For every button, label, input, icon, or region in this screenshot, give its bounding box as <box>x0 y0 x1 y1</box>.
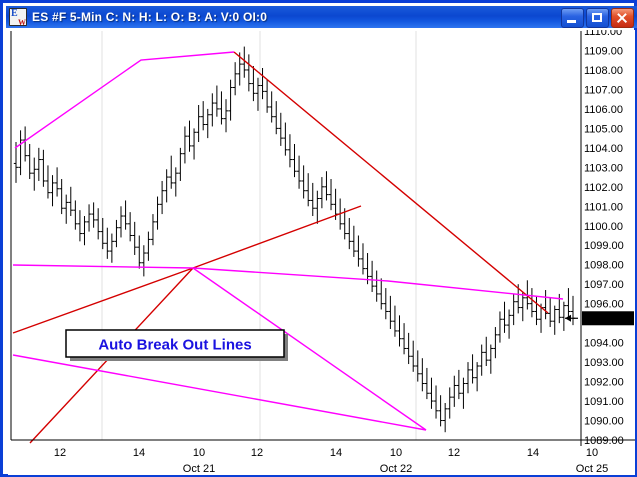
trend-line-magenta-descending-to-low[interactable] <box>192 267 427 431</box>
price-tick-label: 1103.00 <box>584 162 623 174</box>
minimize-button[interactable] <box>561 8 584 28</box>
window-controls <box>561 8 634 28</box>
trend-line-magenta-lower-descending[interactable] <box>12 354 427 431</box>
title-bar[interactable]: ES #F 5-Min C: N: H: L: O: B: A: V:0 OI:… <box>6 6 637 28</box>
price-tick-label: 1091.00 <box>584 396 624 408</box>
trend-line-upper-magenta-rising[interactable] <box>14 51 235 149</box>
price-tick-label: 1100.00 <box>584 221 623 233</box>
time-tick-label: 10 <box>390 447 402 459</box>
chart-background <box>8 30 635 475</box>
price-tick-label: 1093.00 <box>584 357 624 369</box>
price-tick-label: 1089.00 <box>584 435 624 447</box>
time-tick-label: 12 <box>251 447 263 459</box>
time-tick-label: 14 <box>330 447 342 459</box>
trend-line-magenta-near-horizontal[interactable] <box>12 264 564 300</box>
plot-frame <box>10 31 635 446</box>
chart-document-icon <box>9 8 27 27</box>
maximize-button[interactable] <box>586 8 609 28</box>
price-tick-label: 1107.00 <box>584 84 623 96</box>
price-tick-label: 1094.00 <box>584 338 624 350</box>
time-tick-label: 12 <box>448 447 460 459</box>
current-price-label: 1095.25 <box>584 313 624 325</box>
price-tick-label: 1106.00 <box>584 104 623 116</box>
callout-label: Auto Break Out Lines <box>98 337 251 354</box>
date-label: Oct 25 <box>576 463 608 475</box>
price-tick-label: 1090.00 <box>584 416 624 428</box>
time-tick-label: 10 <box>193 447 205 459</box>
time-tick-label: 14 <box>527 447 539 459</box>
price-tick-label: 1109.00 <box>584 45 623 57</box>
price-tick-label: 1092.00 <box>584 377 624 389</box>
close-button[interactable] <box>611 8 634 28</box>
price-bars <box>13 46 576 433</box>
price-axis[interactable]: 1110.00 1109.00 1108.00 1107.00 1106.00 1105.… <box>565 30 634 447</box>
price-tick-label: 1108.00 <box>584 65 623 77</box>
date-label: Oct 21 <box>183 463 215 475</box>
price-tick-label: 1097.00 <box>584 279 624 291</box>
callout-annotation[interactable]: Auto Break Out Lines <box>65 329 288 361</box>
chart-svg: 1110.00 1109.00 1108.00 1107.00 1106.00 1105.… <box>8 30 635 475</box>
current-price-arrow-icon <box>565 314 571 322</box>
callout-box[interactable] <box>65 329 285 358</box>
price-tick-label: 1098.00 <box>584 260 624 272</box>
window-title: ES #F 5-Min C: N: H: L: O: B: A: V:0 OI:… <box>32 10 268 24</box>
price-tick-label: 1104.00 <box>584 143 623 155</box>
time-tick-label: 10 <box>586 447 598 459</box>
time-tick-label: 12 <box>54 447 66 459</box>
date-label: Oct 22 <box>380 463 412 475</box>
price-tick-label: 1110.00 <box>584 30 622 38</box>
price-tick-label: 1105.00 <box>584 123 623 135</box>
price-tick-label: 1096.00 <box>584 299 624 311</box>
price-tick-label: 1102.00 <box>584 182 623 194</box>
price-tick-label: 1099.00 <box>584 240 624 252</box>
chart-canvas[interactable]: 1110.00 1109.00 1108.00 1107.00 1106.00 1105.… <box>8 30 635 475</box>
current-price-highlight <box>582 311 634 326</box>
trend-line-descending-red-resistance[interactable] <box>233 51 549 314</box>
price-tick-label: 1101.00 <box>584 201 623 213</box>
time-tick-label: 14 <box>133 447 145 459</box>
